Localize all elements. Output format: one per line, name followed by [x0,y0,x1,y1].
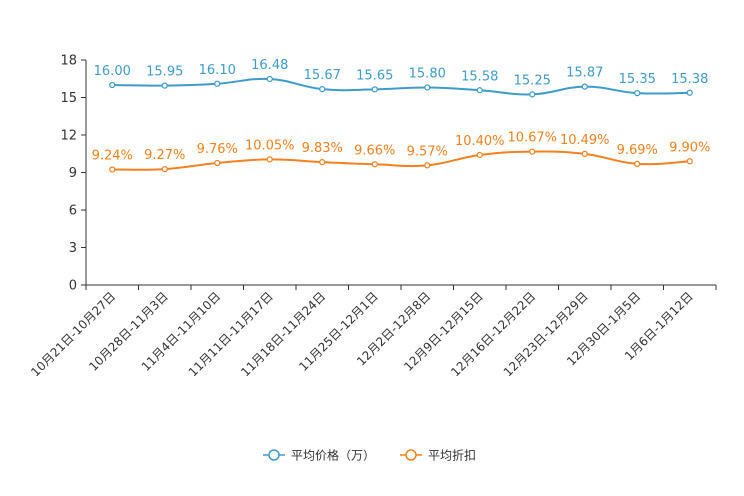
data-point[interactable] [581,150,588,157]
data-point[interactable] [109,81,116,89]
series-2: 9.24% 9.27% 9.76% 10.05% 9.83% 9.66% 9.57% 10.4… [92,131,710,173]
data-point[interactable] [529,148,536,155]
data-point[interactable] [161,82,168,89]
series-group: 16.00 15.95 16.10 16.48 15.67 15.65 15.80 15.58… [92,58,710,173]
y-tick-label: 3 [69,241,77,256]
data-label: 9.76% [197,142,238,157]
data-label: 9.27% [144,148,185,163]
data-point[interactable] [161,166,168,173]
data-label: 10.67% [507,131,557,146]
legend-item-1[interactable]: 平均价格（万） [263,448,375,463]
data-point[interactable] [424,162,431,169]
y-axis-ticks: 0 3 6 9 12 15 18 [60,54,86,294]
data-label: 15.67 [304,68,341,83]
data-point[interactable] [266,75,273,83]
y-tick-label: 9 [69,166,77,181]
data-label: 9.90% [669,140,710,155]
data-point[interactable] [686,158,693,165]
data-label: 15.25 [514,73,551,88]
series-1: 16.00 15.95 16.10 16.48 15.67 15.65 15.80 15.58… [94,58,708,98]
data-point[interactable] [634,90,641,97]
y-tick-label: 6 [69,204,77,219]
legend-marker [405,449,417,461]
x-axis-ticks: 10月21日-10月27日10月28日-11月3日11月4日-11月10日11月… [28,285,717,379]
data-label: 9.66% [354,143,395,158]
data-point[interactable] [319,86,326,93]
y-tick-label: 15 [60,91,77,106]
data-label: 16.48 [251,58,288,73]
data-point[interactable] [371,161,378,168]
data-point[interactable] [319,159,326,166]
series-line [112,77,690,96]
legend-item-2[interactable]: 平均折扣 [400,448,476,463]
data-point[interactable] [476,151,483,159]
data-label: 15.95 [146,65,183,80]
x-tick-label: 10月21日-10月27日 [28,289,118,379]
y-tick-label: 12 [60,129,77,144]
data-point[interactable] [424,84,431,91]
data-point[interactable] [476,87,483,94]
data-label: 16.10 [199,63,236,78]
data-point[interactable] [214,159,221,167]
data-label: 10.40% [455,134,505,149]
data-point[interactable] [686,89,693,96]
data-point[interactable] [109,166,116,173]
series-line [112,150,690,171]
data-point[interactable] [634,160,641,167]
data-label: 15.35 [619,72,656,87]
axes [85,60,716,286]
data-label: 9.24% [92,149,133,164]
data-label: 15.87 [566,66,603,81]
legend[interactable]: 平均价格（万） 平均折扣 [263,448,476,463]
data-label: 9.69% [617,143,658,158]
legend-label: 平均折扣 [428,448,476,463]
data-point[interactable] [529,91,536,98]
legend-marker [268,449,280,461]
legend-label: 平均价格（万） [291,448,375,463]
data-label: 15.58 [461,69,498,84]
data-point[interactable] [581,83,588,90]
data-point[interactable] [371,86,378,93]
y-tick-label: 18 [60,54,77,69]
data-label: 16.00 [94,64,131,79]
data-label: 15.80 [409,67,446,82]
data-label: 9.83% [302,141,343,156]
data-label: 10.05% [245,138,295,153]
data-label: 9.57% [407,144,448,159]
data-label: 10.49% [560,133,610,148]
y-tick-label: 0 [69,279,77,294]
data-label: 15.38 [671,72,708,87]
data-label: 15.65 [356,68,393,83]
data-point[interactable] [266,156,273,163]
data-point[interactable] [214,80,221,87]
